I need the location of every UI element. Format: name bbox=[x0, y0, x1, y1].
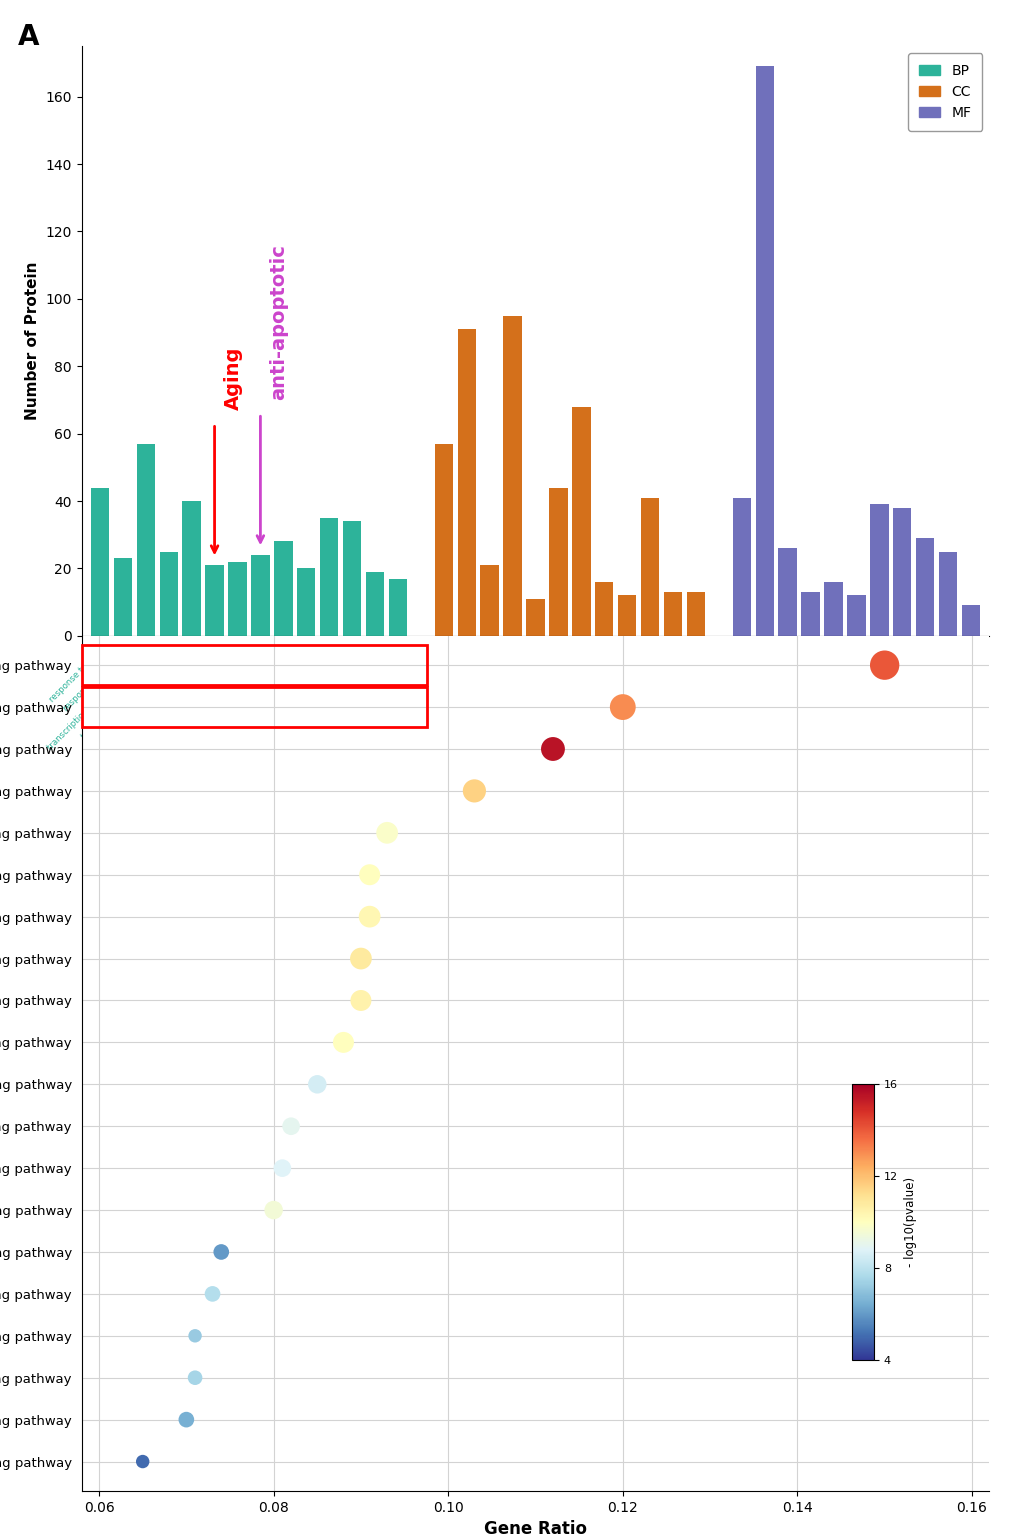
Text: Aging: Aging bbox=[223, 347, 243, 410]
Text: Cellular component: Cellular component bbox=[508, 859, 631, 873]
Point bbox=[265, 1197, 281, 1222]
Bar bbox=[594, 583, 612, 636]
Point bbox=[282, 1114, 299, 1139]
Point bbox=[875, 653, 892, 678]
Bar bbox=[893, 507, 911, 636]
Bar bbox=[732, 498, 750, 636]
Bar bbox=[82, 646, 426, 686]
Bar bbox=[205, 566, 223, 636]
Legend: BP, CC, MF: BP, CC, MF bbox=[907, 54, 981, 131]
Text: Molecular function: Molecular function bbox=[798, 859, 914, 873]
Bar bbox=[137, 444, 155, 636]
Bar bbox=[480, 566, 498, 636]
Y-axis label: Number of Protein: Number of Protein bbox=[24, 261, 40, 420]
Bar bbox=[618, 595, 636, 636]
Bar bbox=[228, 561, 247, 636]
Bar bbox=[113, 558, 131, 636]
Bar bbox=[938, 552, 957, 636]
Bar bbox=[159, 552, 177, 636]
Point bbox=[335, 1030, 352, 1054]
Point bbox=[353, 988, 369, 1013]
Bar bbox=[640, 498, 658, 636]
Point bbox=[204, 1282, 220, 1306]
Bar bbox=[297, 569, 315, 636]
Point bbox=[186, 1323, 203, 1348]
Bar bbox=[915, 538, 933, 636]
Bar bbox=[777, 549, 796, 636]
Bar bbox=[320, 518, 338, 636]
Text: anti-apoptotic: anti-apoptotic bbox=[269, 244, 288, 400]
Point bbox=[213, 1240, 229, 1265]
Bar bbox=[663, 592, 682, 636]
Point bbox=[379, 821, 395, 845]
Bar bbox=[572, 407, 590, 636]
Point bbox=[466, 779, 482, 804]
Point bbox=[614, 695, 631, 719]
Point bbox=[309, 1071, 325, 1096]
Bar bbox=[755, 66, 773, 636]
Bar bbox=[91, 487, 109, 636]
Bar bbox=[342, 521, 361, 636]
Bar bbox=[548, 487, 567, 636]
Bar bbox=[366, 572, 384, 636]
Point bbox=[353, 947, 369, 971]
Point bbox=[135, 1449, 151, 1474]
Point bbox=[178, 1408, 195, 1432]
Point bbox=[544, 736, 560, 761]
Bar bbox=[434, 444, 452, 636]
Bar bbox=[869, 504, 888, 636]
Bar bbox=[503, 315, 522, 636]
Y-axis label: - log10(pvalue): - log10(pvalue) bbox=[903, 1177, 916, 1266]
Point bbox=[361, 904, 377, 928]
Bar bbox=[251, 555, 269, 636]
Bar bbox=[82, 687, 426, 727]
Point bbox=[361, 862, 377, 887]
Bar bbox=[801, 592, 819, 636]
Point bbox=[186, 1365, 203, 1389]
Bar bbox=[686, 592, 704, 636]
Point bbox=[274, 1156, 290, 1180]
Text: Biological process: Biological process bbox=[193, 859, 305, 873]
Bar bbox=[961, 606, 979, 636]
Bar bbox=[526, 599, 544, 636]
Bar bbox=[823, 583, 842, 636]
Text: A: A bbox=[18, 23, 40, 51]
X-axis label: Gene Ratio: Gene Ratio bbox=[484, 1520, 586, 1537]
Bar bbox=[847, 595, 865, 636]
Bar bbox=[388, 578, 407, 636]
Bar bbox=[458, 329, 476, 636]
Bar bbox=[274, 541, 292, 636]
Bar bbox=[182, 501, 201, 636]
